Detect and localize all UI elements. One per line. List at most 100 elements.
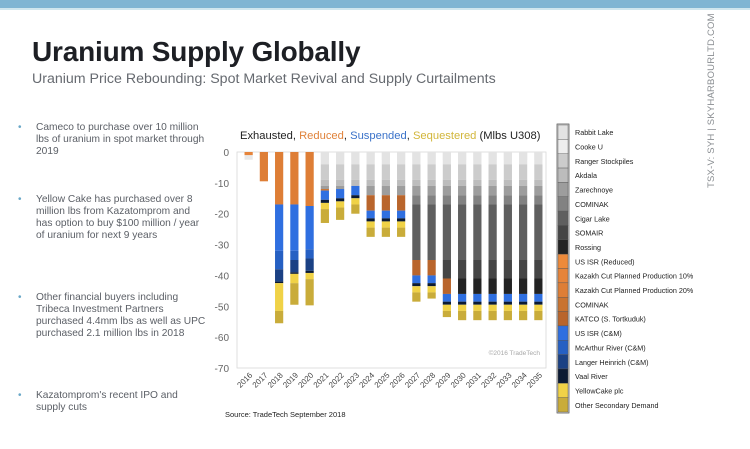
- x-tick-label: 2031: [464, 370, 483, 389]
- bar-segment: [397, 227, 406, 237]
- chart-watermark: ©2016 TradeTech: [489, 349, 541, 357]
- legend-item: US ISR (C&M): [557, 325, 622, 341]
- legend-swatch: [557, 153, 569, 169]
- legend-item: Ranger Stockpiles: [557, 153, 634, 169]
- bar-segment: [488, 260, 497, 279]
- bar-segment: [412, 185, 421, 196]
- x-tick-label: 2028: [418, 370, 437, 389]
- bar-segment: [366, 185, 375, 196]
- bar-segment: [534, 293, 543, 302]
- bar-segment: [427, 164, 436, 180]
- bar-segment: [519, 301, 528, 305]
- bar-segment: [503, 304, 512, 311]
- chart-title-part: ,: [344, 130, 350, 142]
- bar-segment: [397, 210, 406, 219]
- x-tick-label: 2017: [251, 370, 270, 389]
- bar-segment: [290, 273, 299, 284]
- bar-segment: [534, 164, 543, 180]
- bar-segment: [397, 152, 406, 165]
- bar-stack-2033: [503, 152, 512, 321]
- bar-stack-2019: [290, 152, 299, 305]
- bar-segment: [366, 164, 375, 180]
- bar-segment: [244, 152, 253, 156]
- legend-item: Other Secondary Demand: [557, 397, 659, 413]
- x-tick-label: 2021: [312, 370, 331, 389]
- bar-segment: [290, 250, 299, 260]
- bar-segment: [320, 199, 329, 203]
- y-tick-label: -60: [215, 333, 230, 344]
- bar-segment: [503, 185, 512, 196]
- bar-segment: [488, 164, 497, 180]
- bar-segment: [320, 164, 329, 180]
- bar-cap: [244, 152, 253, 160]
- x-tick-label: 2016: [235, 370, 254, 389]
- bar-segment: [442, 278, 451, 294]
- legend-item: Cooke U: [557, 139, 603, 154]
- legend-swatch: [557, 368, 569, 384]
- x-tick-label: 2026: [388, 370, 407, 389]
- bar-segment: [488, 301, 497, 305]
- bar-segment: [488, 204, 497, 260]
- legend-item: Langer Heinrich (C&M): [557, 354, 649, 370]
- legend-label: SOMAIR: [575, 229, 603, 238]
- bar-segment: [275, 281, 284, 284]
- bar-segment: [336, 152, 345, 165]
- bar-segment: [534, 304, 543, 311]
- bar-segment: [503, 310, 512, 321]
- legend-label: Zarechnoye: [575, 186, 613, 195]
- bar-segment: [336, 207, 345, 220]
- bar-segment: [381, 227, 390, 237]
- bar-segment: [534, 179, 543, 186]
- y-tick-label: -40: [215, 271, 230, 282]
- bar-stack-2031: [473, 152, 482, 321]
- bar-segment: [519, 164, 528, 180]
- y-tick-label: -30: [215, 241, 230, 252]
- x-tick-label: 2022: [327, 370, 346, 389]
- bar-segment: [412, 152, 421, 165]
- bar-segment: [290, 204, 299, 251]
- bar-segment: [442, 301, 451, 305]
- bar-segment: [473, 185, 482, 196]
- x-tick-label: 2032: [479, 370, 498, 389]
- bar-segment: [259, 152, 268, 182]
- bar-segment: [290, 272, 299, 274]
- bar-segment: [427, 185, 436, 196]
- bar-segment: [503, 278, 512, 294]
- y-tick-label: -70: [215, 364, 230, 375]
- top-accent-bar: [0, 0, 750, 10]
- bar-segment: [320, 209, 329, 223]
- x-tick-label: 2030: [449, 370, 468, 389]
- bar-segment: [519, 185, 528, 196]
- bar-segment: [427, 195, 436, 205]
- bar-segment: [366, 218, 375, 222]
- legend-swatch: [557, 182, 569, 197]
- bar-segment: [397, 218, 406, 222]
- bar-segment: [305, 279, 314, 306]
- legend-label: Rossing: [575, 243, 601, 252]
- bar-segment: [381, 179, 390, 186]
- legend-swatch: [557, 325, 569, 341]
- bar-segment: [442, 164, 451, 180]
- legend-swatch: [557, 268, 569, 284]
- legend-swatch: [557, 210, 569, 226]
- bar-segment: [381, 195, 390, 211]
- bar-segment: [320, 152, 329, 165]
- bar-segment: [442, 179, 451, 186]
- legend-swatch: [557, 340, 569, 355]
- bar-segment: [320, 190, 329, 200]
- bar-segment: [488, 293, 497, 302]
- bar-segment: [351, 179, 360, 186]
- bar-segment: [534, 278, 543, 294]
- y-tick-label: 0: [223, 148, 229, 159]
- bar-stack-2030: [458, 152, 467, 321]
- bar-segment: [458, 179, 467, 186]
- bar-stack-2020: [305, 152, 314, 306]
- bar-stack-2021: [320, 152, 329, 223]
- bar-segment: [473, 164, 482, 180]
- bar-stack-2026: [397, 152, 406, 237]
- bar-segment: [473, 310, 482, 321]
- bar-segment: [488, 152, 497, 165]
- page-subtitle: Uranium Price Rebounding: Spot Market Re…: [32, 71, 496, 87]
- bar-segment: [336, 164, 345, 180]
